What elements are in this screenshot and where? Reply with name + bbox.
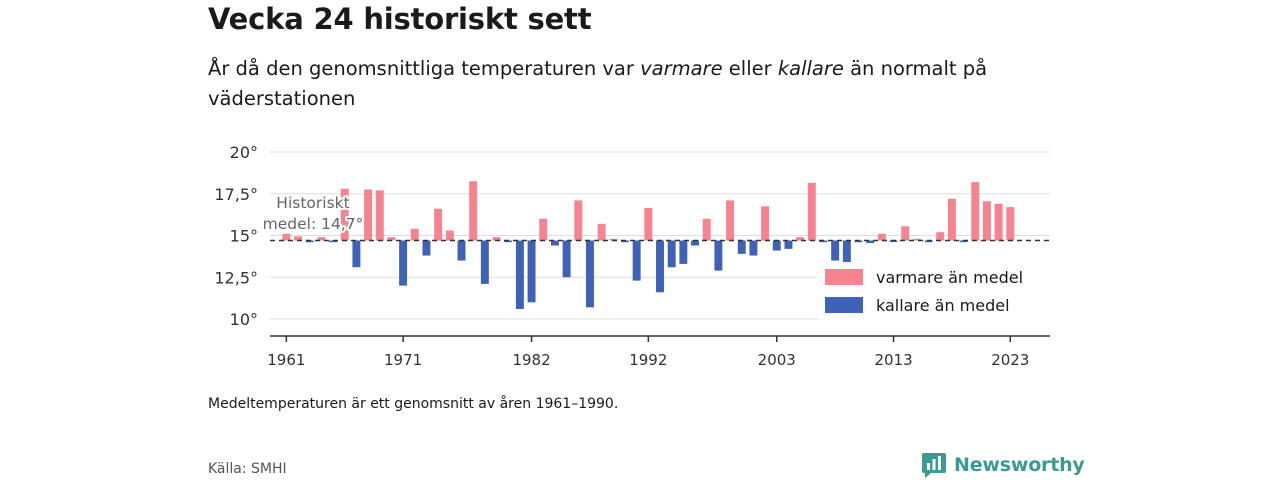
baseline-annotation: Historiskt (276, 194, 349, 212)
bar-1992 (644, 207, 653, 241)
subtitle-emphasis-warmer: varmare (640, 57, 723, 80)
bar-2009 (842, 240, 851, 264)
bar-1994 (667, 240, 676, 268)
y-tick-label: 20° (230, 143, 258, 162)
bar-1998 (714, 240, 723, 271)
bar-2018 (947, 198, 956, 241)
chart-title: Vecka 24 historiskt sett (208, 2, 592, 36)
bar-2006 (807, 182, 816, 241)
bar-1978 (480, 240, 489, 284)
bar-1987 (585, 240, 594, 308)
bar-1977 (469, 181, 478, 241)
baseline-annotation: medel: 14,7° (263, 215, 364, 233)
bar-1961 (282, 233, 291, 241)
footnote: Medeltemperaturen är ett genomsnitt av å… (208, 396, 619, 412)
bar-1991 (632, 240, 641, 281)
bar-1966 (340, 188, 349, 241)
bar-1989 (609, 238, 618, 241)
bar-1963 (305, 240, 314, 243)
bar-1974 (434, 208, 443, 241)
bar-2007 (819, 240, 828, 243)
legend-swatch (825, 269, 863, 285)
bar-1988 (597, 223, 606, 241)
bar-2001 (749, 240, 758, 256)
bar-1997 (702, 218, 711, 241)
bar-2016 (924, 240, 933, 243)
bar-1969 (375, 190, 384, 241)
newsworthy-icon (922, 453, 946, 478)
bar-2004 (784, 240, 793, 249)
bar-1993 (656, 240, 664, 293)
legend-label: kallare än medel (876, 296, 1010, 315)
brand-name: Newsworthy (954, 454, 1085, 476)
bar-1976 (457, 240, 466, 261)
y-tick-label: 10° (230, 310, 258, 329)
bar-1986 (574, 200, 583, 241)
bar-1995 (679, 240, 688, 264)
bar-2020 (971, 182, 980, 241)
x-tick-label: 2023 (991, 351, 1029, 369)
x-tick-label: 1982 (512, 351, 550, 369)
bar-1985 (562, 240, 571, 278)
y-tick-label: 17,5° (214, 185, 258, 204)
bar-2015 (912, 238, 921, 241)
bar-1982 (527, 240, 536, 303)
bar-2019 (959, 240, 968, 243)
bar-1967 (352, 240, 361, 268)
bar-1996 (691, 240, 699, 246)
y-tick-label: 15° (230, 227, 258, 246)
bar-1979 (492, 237, 501, 241)
chart-subtitle: År då den genomsnittliga temperaturen va… (208, 57, 988, 110)
bar-2022 (994, 203, 1003, 241)
bar-1980 (504, 240, 513, 243)
bar-1968 (364, 189, 373, 241)
bar-2002 (761, 206, 770, 241)
x-tick-label: 1992 (629, 351, 667, 369)
bar-2021 (982, 201, 991, 241)
bar-1983 (539, 218, 548, 241)
bar-2017 (936, 232, 945, 241)
bar-2010 (854, 240, 863, 243)
bar-1970 (387, 237, 396, 241)
bar-2014 (901, 226, 910, 241)
x-tick-label: 2013 (874, 351, 912, 369)
bar-1973 (422, 240, 431, 256)
bar-1971 (399, 240, 408, 286)
bar-1972 (410, 228, 419, 241)
y-tick-label: 12,5° (214, 268, 258, 287)
source-label: Källa: SMHI (208, 461, 287, 477)
bar-1962 (294, 236, 302, 241)
bar-1975 (445, 230, 454, 241)
bar-1984 (550, 240, 559, 246)
legend-swatch (825, 297, 863, 313)
bar-1990 (621, 240, 629, 243)
bar-1965 (329, 240, 338, 243)
bar-2005 (796, 237, 805, 241)
bar-2011 (866, 240, 875, 244)
bar-2003 (772, 240, 781, 251)
bar-2000 (737, 240, 746, 254)
bar-2012 (877, 233, 886, 241)
bar-2023 (1006, 207, 1015, 241)
x-tick-label: 1961 (267, 351, 305, 369)
bar-1999 (726, 200, 735, 241)
bar-1964 (317, 237, 326, 241)
legend-label: varmare än medel (876, 268, 1023, 287)
x-tick-label: 2003 (758, 351, 796, 369)
x-tick-label: 1971 (384, 351, 422, 369)
newsworthy-logo: Newsworthy (921, 451, 1085, 479)
temperature-bar-chart: 10° 12,5° 15° 17,5° 20° Historiskt medel: 14,7… (214, 143, 1050, 369)
legend: varmare än medel kallare än medel (818, 262, 1050, 320)
bar-1981 (515, 240, 524, 309)
bar-2008 (831, 240, 840, 261)
subtitle-emphasis-colder: kallare (777, 57, 844, 80)
